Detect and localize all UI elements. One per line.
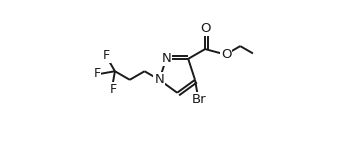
Text: O: O — [200, 22, 210, 35]
Text: F: F — [110, 83, 117, 96]
Text: N: N — [161, 52, 171, 65]
Text: N: N — [155, 73, 164, 86]
Text: O: O — [221, 48, 231, 61]
Text: F: F — [103, 49, 110, 62]
Text: Br: Br — [191, 93, 206, 106]
Text: F: F — [93, 67, 100, 80]
